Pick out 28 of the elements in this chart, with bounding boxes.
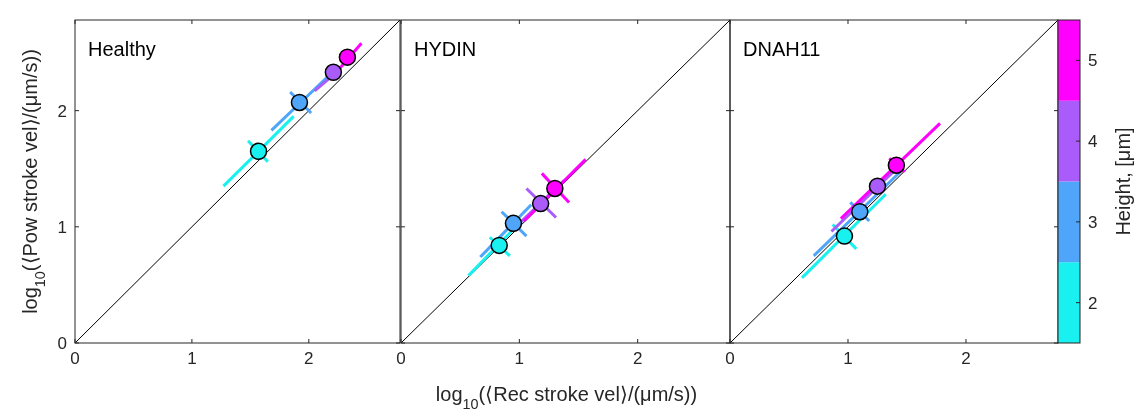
point (835, 227, 854, 245)
x-tick-label: 1 (843, 349, 853, 368)
color-bar-label: 5 (1088, 51, 1098, 71)
text: Healthy (88, 38, 156, 60)
point (531, 194, 550, 213)
x-tick-label: 1 (514, 349, 525, 368)
point (324, 63, 343, 82)
point (504, 214, 523, 233)
color-bar-label: 2 (1088, 293, 1098, 313)
text: HYDIN (414, 38, 477, 60)
color-bar-label: 4 (1088, 132, 1098, 152)
point (868, 177, 887, 195)
x-tick-label: 2 (632, 349, 643, 368)
point (546, 179, 564, 198)
x-tick-label: 0 (396, 349, 406, 368)
y-tick-label: 0 (57, 334, 67, 353)
color-bar-label: 3 (1088, 212, 1098, 232)
x-tick-label: 1 (187, 349, 197, 368)
x-axis-title: log$_{10}$(⟨Rec stroke vel⟩/(μm/s)) (435, 383, 698, 412)
y-tick-label: 1 (57, 217, 67, 237)
point (338, 48, 357, 66)
y-tick-label: 2 (57, 101, 67, 121)
x-tick-label: 0 (70, 349, 80, 368)
text: DNAH11 (743, 38, 821, 60)
color-bar-title: Height, [μm] (1112, 127, 1134, 236)
x-tick-label: 2 (304, 349, 314, 368)
x-tick-label: 0 (725, 349, 735, 368)
x-tick-label: 2 (961, 349, 971, 368)
